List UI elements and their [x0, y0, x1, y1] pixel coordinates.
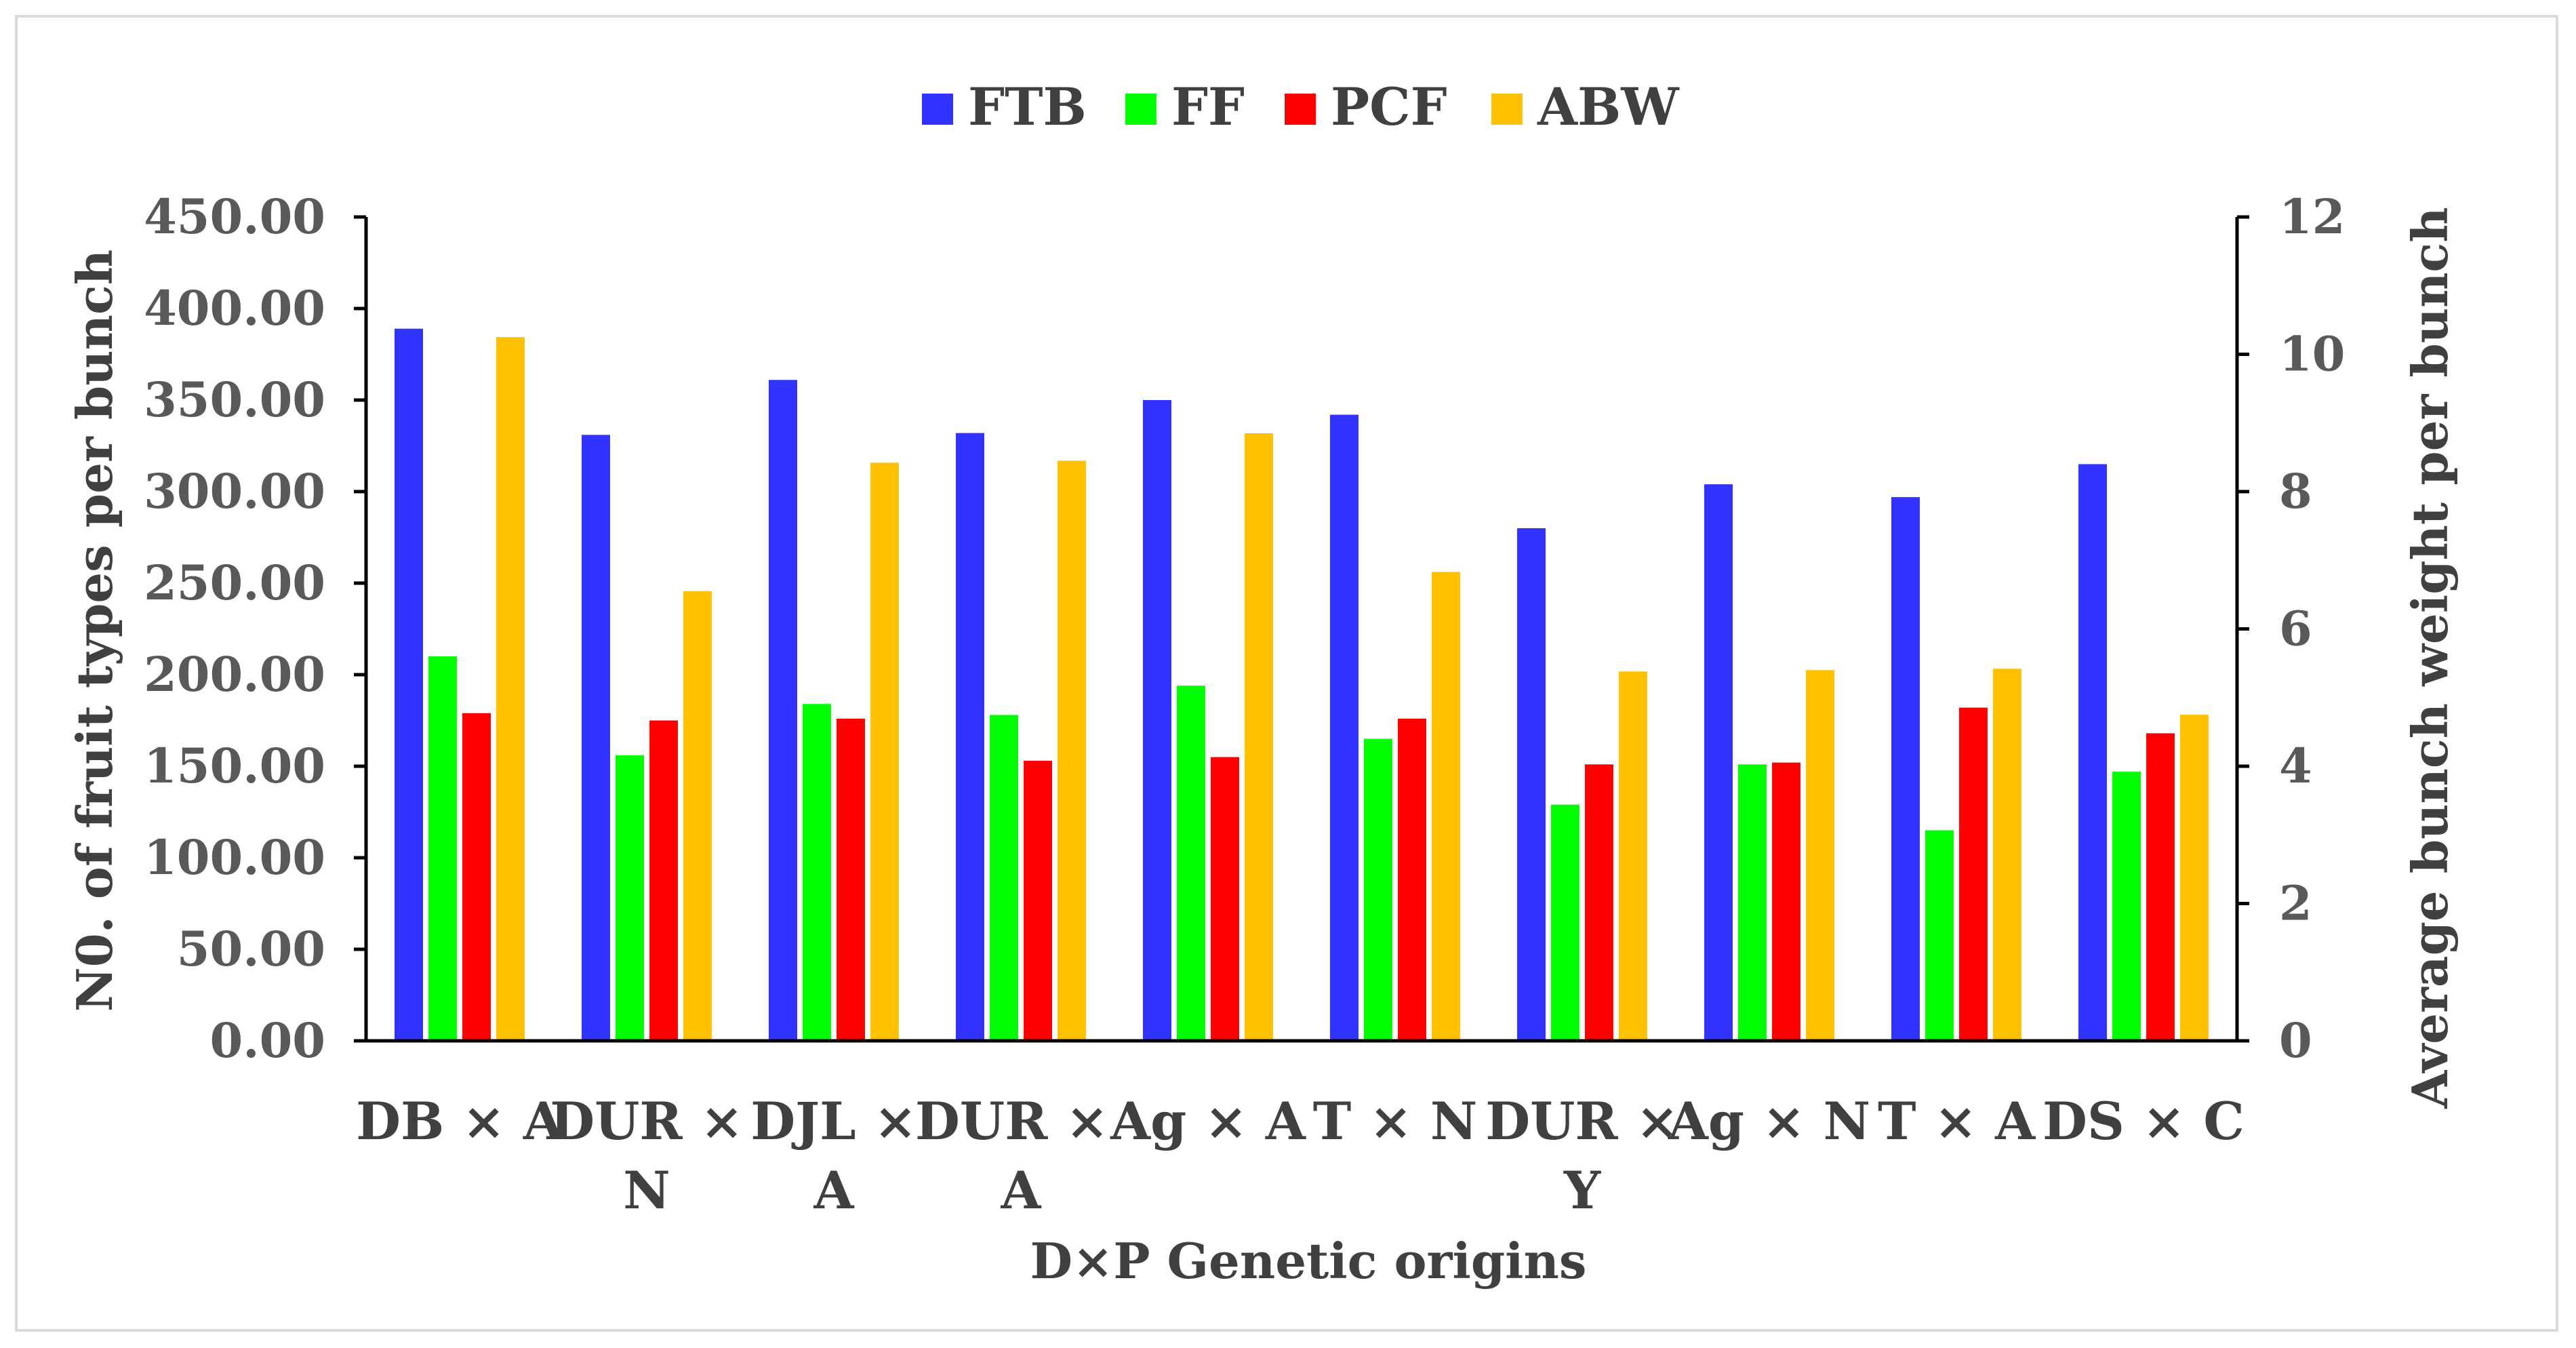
- bar-ftb: [1330, 414, 1359, 1041]
- x-tick-label: DUR × N: [550, 1091, 743, 1221]
- bar-ff: [990, 715, 1018, 1041]
- bar-ftb: [1704, 484, 1733, 1041]
- bar-pcf: [1772, 762, 1800, 1041]
- legend-label: PCF: [1331, 77, 1447, 137]
- bar-ftb: [956, 433, 984, 1041]
- legend-swatch: [1491, 94, 1523, 125]
- x-tick-label: T × A: [1878, 1091, 2036, 1151]
- legend-swatch: [1125, 94, 1156, 125]
- bar-ff: [2112, 772, 2141, 1041]
- x-tick-label: DB × A: [356, 1091, 564, 1151]
- bar-pcf: [1211, 757, 1239, 1041]
- x-tick-label: DUR × A: [915, 1091, 1127, 1221]
- x-tick-label: Ag × N: [1668, 1091, 1870, 1151]
- bar-ftb: [395, 328, 423, 1042]
- bar-ftb: [1517, 528, 1546, 1041]
- bar-ff: [1551, 804, 1579, 1041]
- x-tick-label: DJL × A: [750, 1091, 917, 1221]
- x-tick-label: Ag × A: [1110, 1091, 1306, 1151]
- y2-tick-label: 10: [2279, 326, 2345, 382]
- y-tick-label: 300.00: [144, 463, 325, 519]
- y2-tick-label: 12: [2279, 189, 2345, 245]
- bar-abw: [1619, 671, 1647, 1041]
- bar-ff: [616, 755, 644, 1041]
- bar-ff: [1177, 686, 1205, 1041]
- y-tick-label: 150.00: [144, 738, 325, 794]
- y-tick-label: 450.00: [144, 189, 325, 245]
- bar-abw: [1993, 669, 2021, 1041]
- x-tick-label: T × N: [1313, 1091, 1478, 1151]
- legend-label: FF: [1171, 77, 1245, 137]
- y-tick-label: 350.00: [144, 372, 325, 428]
- y2-tick-label: 8: [2279, 463, 2312, 519]
- bar-abw: [1806, 670, 1834, 1041]
- x-tick-label: DUR × Y: [1485, 1091, 1678, 1221]
- bars: [395, 328, 2209, 1042]
- bar-pcf: [1585, 764, 1613, 1041]
- chart-frame: [15, 15, 2558, 1332]
- y2-tick-label: 4: [2279, 738, 2312, 794]
- bar-abw: [2180, 715, 2209, 1041]
- y2-tick-label: 2: [2279, 875, 2312, 932]
- bar-ff: [1925, 830, 1954, 1041]
- legend-item-ftb: FTB: [922, 77, 1087, 137]
- y-tick-label: 100.00: [144, 829, 325, 886]
- y-tick-label: 0.00: [210, 1012, 326, 1069]
- legend-item-abw: ABW: [1491, 77, 1680, 137]
- bar-ftb: [1891, 497, 1920, 1041]
- bar-pcf: [1398, 718, 1426, 1041]
- y-axis-left: 0.00 50.00 100.00 150.00 200.00 250.00 300.00 3…: [144, 189, 368, 1069]
- bar-abw: [1432, 572, 1460, 1041]
- y-axis-right: 0 2 4 6 8 10 12: [2235, 189, 2345, 1069]
- x-axis-title: D×P Genetic origins: [1030, 1232, 1587, 1290]
- bar-ftb: [582, 435, 610, 1041]
- y-tick-label: 50.00: [177, 921, 325, 977]
- bar-ff: [1738, 764, 1767, 1041]
- bar-pcf: [649, 720, 678, 1041]
- series-pcf: [462, 707, 2175, 1041]
- series-abw: [496, 337, 2209, 1041]
- y-tick-label: 250.00: [144, 555, 325, 611]
- y-tick-label: 400.00: [144, 280, 325, 336]
- legend-swatch: [1285, 94, 1316, 125]
- legend-item-ff: FF: [1125, 77, 1245, 137]
- y-tick-label: 200.00: [144, 646, 325, 702]
- legend: FTB FF PCF ABW: [922, 77, 1680, 137]
- bar-ftb: [1143, 400, 1171, 1041]
- x-tick-label: DS × C: [2042, 1091, 2245, 1151]
- bar-abw: [496, 337, 525, 1041]
- bar-abw: [1245, 433, 1273, 1041]
- y2-tick-label: 6: [2279, 601, 2312, 657]
- bar-abw: [683, 591, 712, 1041]
- bar-abw: [1058, 460, 1086, 1041]
- bar-ff: [803, 704, 831, 1041]
- bar-ftb: [2078, 464, 2107, 1041]
- bar-pcf: [837, 718, 865, 1041]
- y2-tick-label: 0: [2279, 1012, 2312, 1069]
- bar-pcf: [1024, 760, 1052, 1041]
- y2-axis-title: Average bunch weight per bunch: [2401, 207, 2459, 1109]
- bar-ff: [428, 656, 457, 1041]
- y-axis-title: N0. of fruit types per bunch: [66, 250, 123, 1012]
- bar-abw: [870, 462, 899, 1041]
- bar-pcf: [1959, 707, 1988, 1041]
- legend-item-pcf: PCF: [1285, 77, 1447, 137]
- legend-label: ABW: [1537, 77, 1680, 137]
- bar-ftb: [769, 380, 797, 1041]
- legend-label: FTB: [968, 77, 1087, 137]
- series-ftb: [395, 328, 2107, 1042]
- legend-swatch: [922, 94, 953, 125]
- bar-pcf: [2146, 733, 2175, 1041]
- bar-pcf: [462, 713, 491, 1041]
- bar-ff: [1364, 738, 1392, 1041]
- series-ff: [428, 656, 2141, 1041]
